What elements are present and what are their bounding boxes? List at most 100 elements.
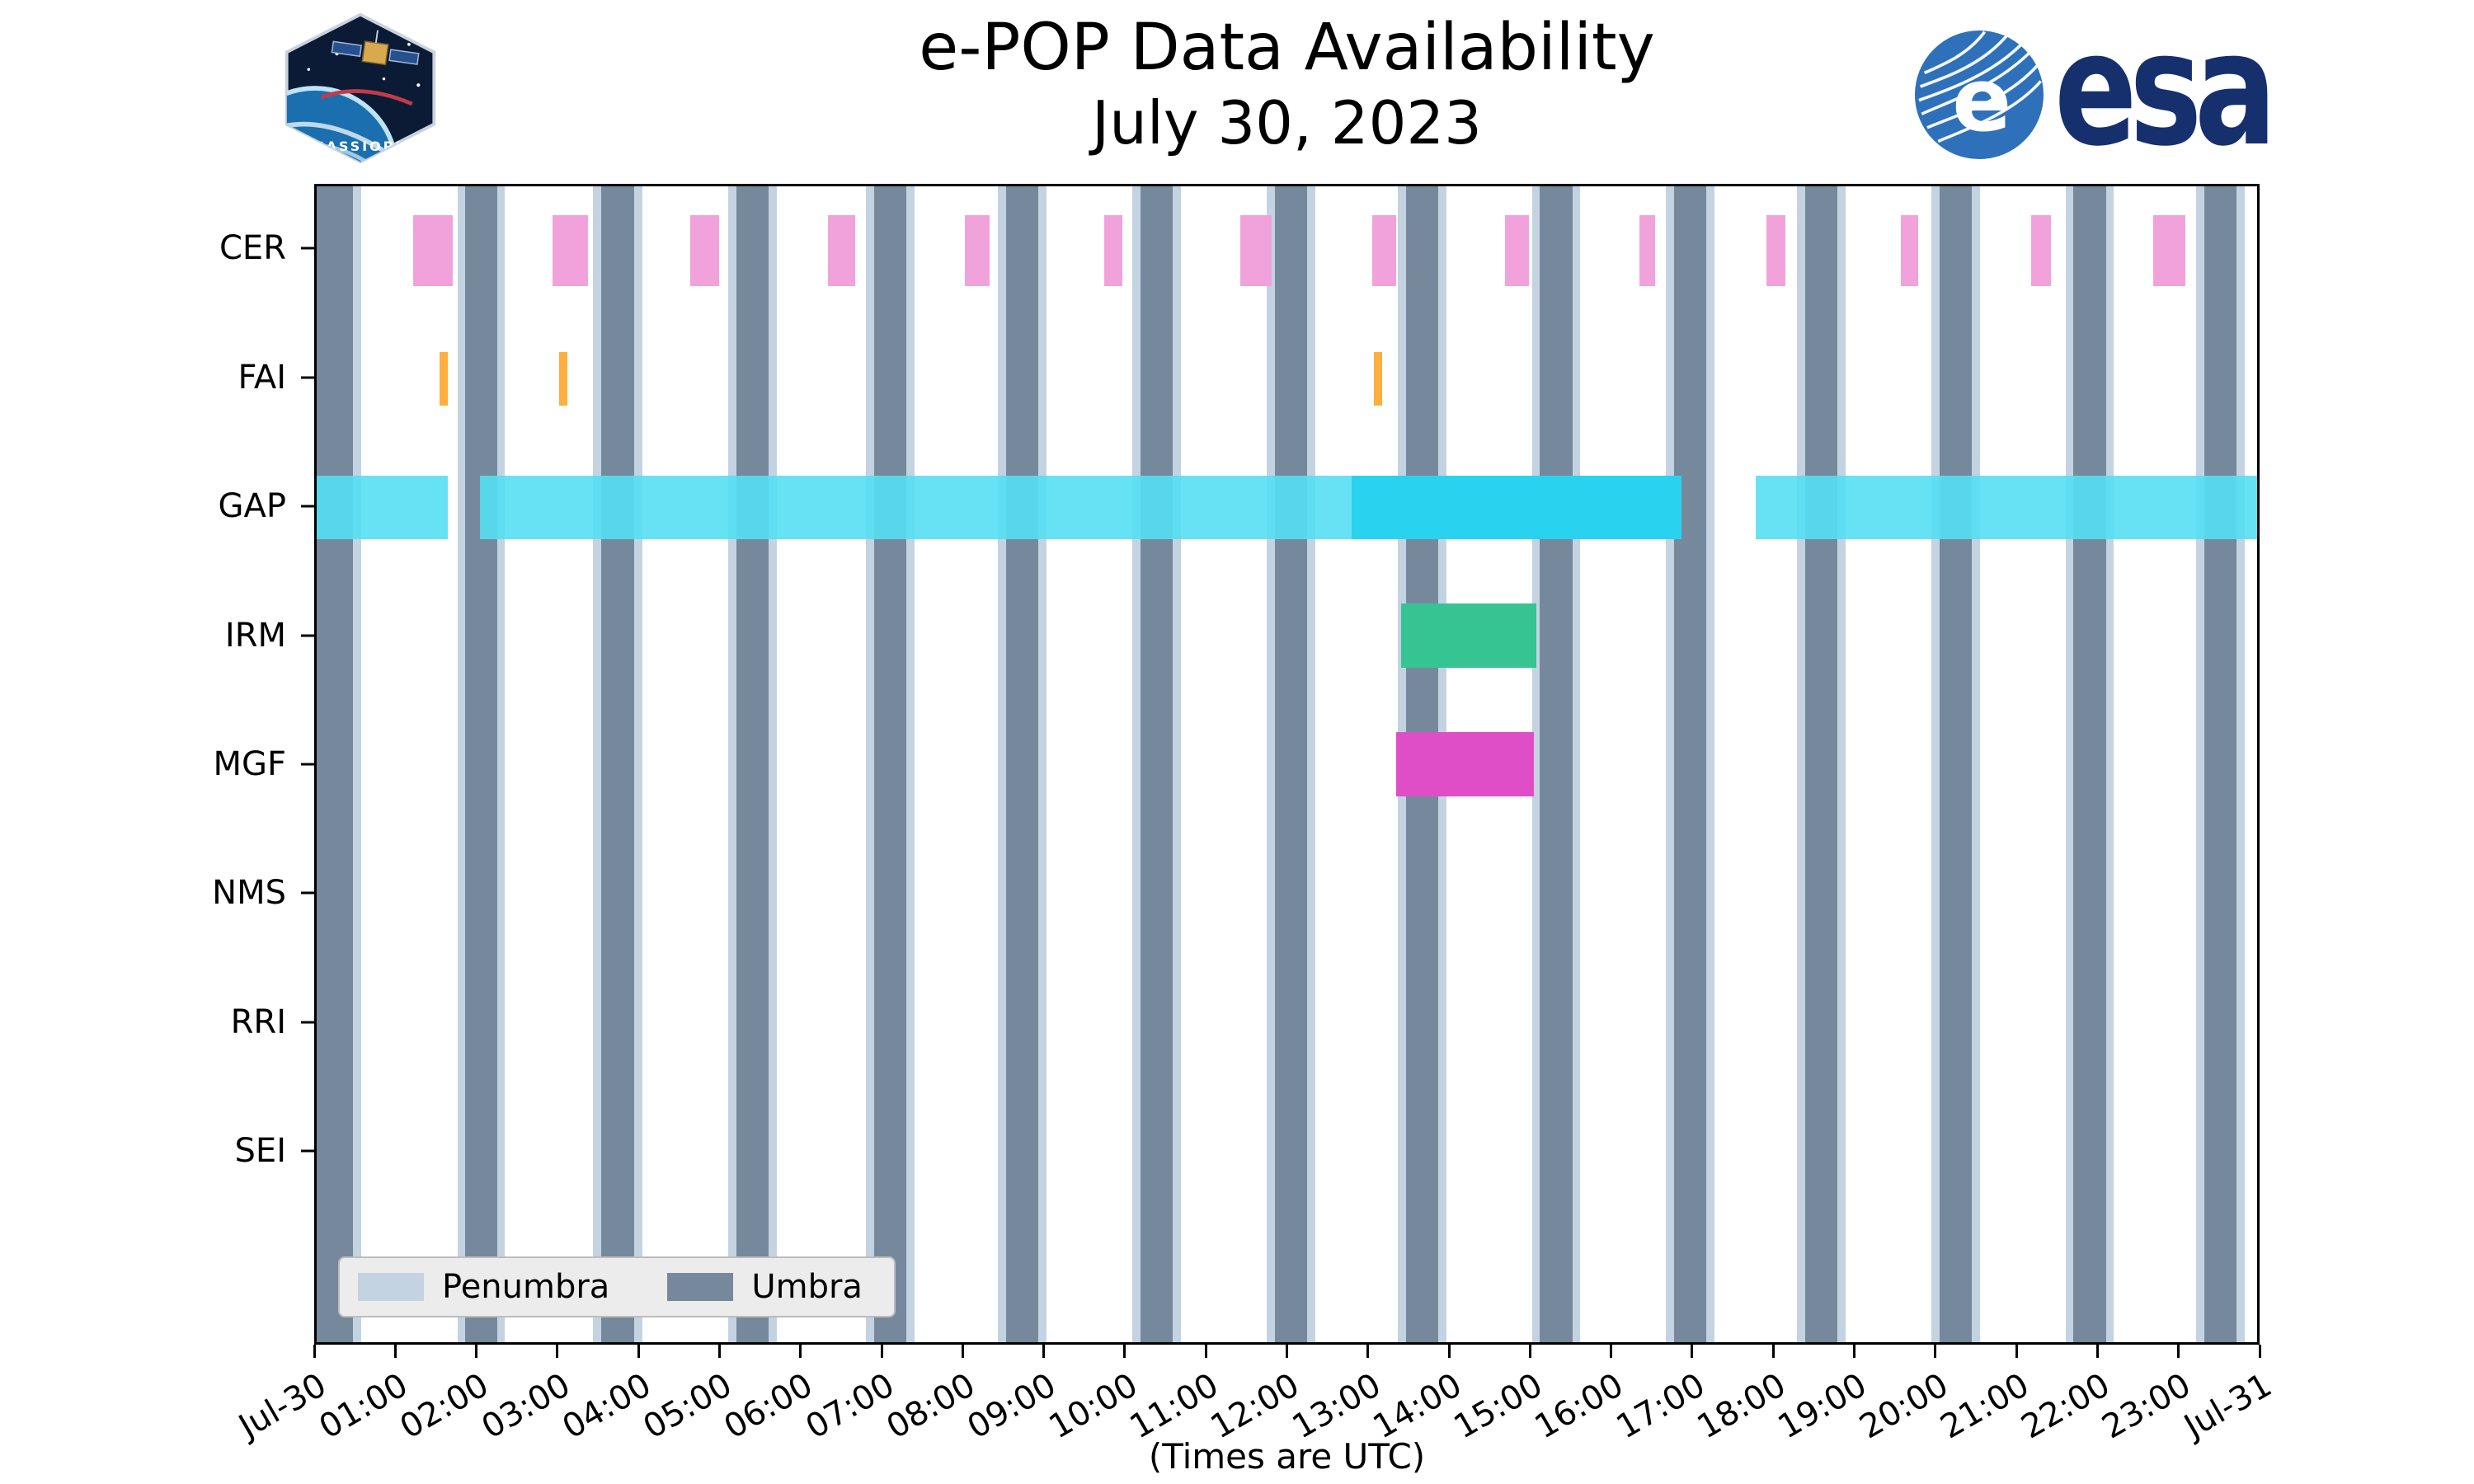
gap-bar	[317, 475, 448, 540]
x-tick-mark	[1447, 1345, 1451, 1358]
cer-bar	[553, 215, 589, 286]
fai-bar	[440, 351, 448, 406]
x-tick-label: 10:00	[1042, 1366, 1144, 1447]
x-tick-label: 20:00	[1852, 1366, 1954, 1447]
x-tick-label: 22:00	[2015, 1366, 2117, 1447]
cer-bar	[2031, 215, 2051, 286]
x-tick-mark	[1366, 1345, 1370, 1358]
x-tick-label: Jul-31	[2178, 1366, 2279, 1446]
plot-area: Penumbra Umbra	[314, 184, 2260, 1345]
fai-bar	[1374, 351, 1383, 406]
cer-bar	[1505, 215, 1529, 286]
x-tick-mark	[1934, 1345, 1937, 1358]
y-axis-label-nms: NMS	[212, 874, 286, 913]
x-tick-label: 05:00	[637, 1366, 739, 1447]
cassiope-mission-logo: CASSIOPE	[272, 10, 449, 167]
umbra-band	[1540, 186, 1573, 1342]
x-tick-mark	[1042, 1345, 1046, 1358]
bars-layer	[317, 186, 2257, 1342]
cer-bar	[412, 215, 453, 286]
satellite-icon	[331, 30, 420, 66]
x-tick-mark	[2015, 1345, 2018, 1358]
umbra-band	[1939, 186, 1972, 1342]
cer-bar	[689, 215, 720, 286]
cer-bar	[1239, 215, 1272, 286]
x-tick-label: Jul-30	[233, 1366, 333, 1446]
umbra-band	[465, 186, 497, 1342]
x-axis-label: (Times are UTC)	[1148, 1436, 1426, 1477]
y-tick-mark	[301, 1149, 314, 1153]
x-tick-mark	[1691, 1345, 1694, 1358]
umbra-band	[736, 186, 769, 1342]
legend-label-penumbra: Penumbra	[442, 1268, 610, 1306]
x-tick-label: 23:00	[2095, 1366, 2198, 1447]
chart-title: e-POP Data Availability	[919, 11, 1655, 85]
x-tick-label: 19:00	[1771, 1366, 1874, 1447]
x-tick-label: 04:00	[556, 1366, 658, 1447]
y-axis-label-mgf: MGF	[213, 745, 286, 783]
x-tick-mark	[1123, 1345, 1126, 1358]
x-tick-mark	[1771, 1345, 1775, 1358]
x-tick-mark	[393, 1345, 397, 1358]
y-axis-label-sei: SEI	[234, 1132, 286, 1171]
x-tick-label: 06:00	[717, 1366, 820, 1447]
x-tick-mark	[717, 1345, 721, 1358]
legend-item-umbra: Umbra	[667, 1268, 863, 1306]
umbra-band	[601, 186, 635, 1342]
y-axis-label-rri: RRI	[230, 1003, 286, 1041]
x-tick-mark	[880, 1345, 883, 1358]
legend-label-umbra: Umbra	[751, 1268, 863, 1306]
esa-emblem-letter: e	[1952, 49, 2011, 152]
x-tick-mark	[1610, 1345, 1613, 1358]
esa-emblem-icon: e	[1914, 30, 2044, 160]
umbra-band	[873, 186, 906, 1342]
x-tick-mark	[2095, 1345, 2099, 1358]
x-tick-label: 03:00	[475, 1366, 576, 1447]
chart-subtitle: July 30, 2023	[1092, 87, 1482, 157]
esa-logo: e esa	[1911, 11, 2330, 167]
irm-bar	[1400, 603, 1537, 669]
x-tick-mark	[313, 1345, 316, 1358]
x-axis-area: Jul-30 01:00 02:00 03:00 04:00 05:00 06:00 07:0…	[233, 1345, 2279, 1468]
y-axis-label-cer: CER	[219, 229, 286, 268]
umbra-band	[1006, 186, 1039, 1342]
y-tick-mark	[301, 505, 314, 508]
umbra-band	[2204, 186, 2237, 1342]
x-tick-label: 18:00	[1691, 1366, 1793, 1447]
legend: Penumbra Umbra	[338, 1256, 896, 1317]
y-tick-mark	[301, 891, 314, 895]
y-axis-label-irm: IRM	[224, 616, 286, 655]
y-axis-label-fai: FAI	[238, 358, 287, 397]
umbra-band	[1674, 186, 1707, 1342]
cer-bar	[1372, 215, 1396, 286]
y-tick-mark	[301, 634, 314, 637]
gap-bar	[1351, 475, 1681, 540]
x-tick-mark	[637, 1345, 640, 1358]
x-tick-mark	[1286, 1345, 1288, 1358]
x-tick-label: 16:00	[1528, 1366, 1630, 1447]
y-tick-mark	[301, 247, 314, 250]
cer-bar	[1639, 215, 1655, 286]
cer-bar	[827, 215, 855, 286]
x-tick-mark	[799, 1345, 802, 1358]
x-tick-label: 09:00	[961, 1366, 1063, 1447]
cer-bar	[1766, 215, 1786, 286]
x-tick-mark	[475, 1345, 478, 1358]
umbra-band	[2073, 186, 2106, 1342]
esa-wordmark: esa	[2053, 0, 2277, 181]
y-tick-mark	[301, 1021, 314, 1024]
y-axis-label-gap: GAP	[218, 487, 286, 526]
x-tick-label: 02:00	[393, 1366, 496, 1447]
gap-bar	[1756, 475, 2257, 540]
y-tick-mark	[301, 376, 314, 379]
chart-header: e-POP Data Availability July 30, 2023	[314, 11, 2260, 157]
x-tick-mark	[2258, 1345, 2261, 1358]
fai-bar	[559, 351, 567, 406]
y-axis-area: CER FAI GAP IRM MGF NMS RRI SEI	[0, 184, 314, 1345]
cer-bar	[1103, 215, 1123, 286]
x-tick-label: 12:00	[1204, 1366, 1306, 1447]
x-tick-mark	[556, 1345, 559, 1358]
cassiope-badge-icon: CASSIOPE	[285, 12, 436, 164]
umbra-band	[317, 186, 354, 1342]
